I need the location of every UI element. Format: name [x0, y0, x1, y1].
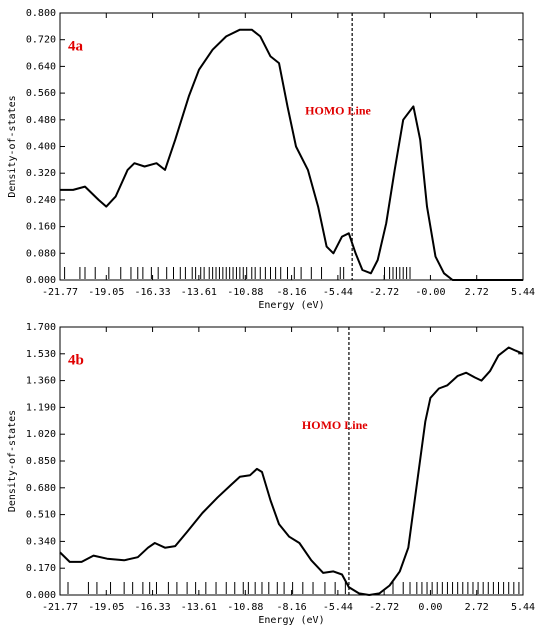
y-tick-label: 0.680	[26, 483, 56, 494]
x-axis-label: Energy (eV)	[258, 615, 324, 626]
y-tick-label: 0.080	[26, 248, 56, 259]
x-tick-label: -13.61	[181, 287, 217, 298]
y-tick-label: 0.320	[26, 168, 56, 179]
x-tick-label: -21.77	[42, 602, 78, 613]
dos-line	[60, 28, 523, 281]
x-tick-label: -5.44	[323, 602, 353, 613]
x-axis-label: Energy (eV)	[258, 300, 324, 311]
y-tick-label: 0.720	[26, 35, 56, 46]
x-tick-label: -13.61	[181, 602, 217, 613]
y-tick-label: 0.560	[26, 88, 56, 99]
y-tick-label: 1.700	[26, 322, 56, 333]
y-tick-label: 1.360	[26, 376, 56, 387]
x-tick-label: -5.44	[323, 287, 353, 298]
panel-label: 4b	[68, 352, 84, 368]
y-tick-label: 1.190	[26, 402, 56, 413]
annotation: HOMO Line	[302, 418, 368, 432]
x-tick-label: -10.88	[227, 602, 263, 613]
x-tick-label: 2.72	[465, 287, 489, 298]
plot-frame	[59, 326, 524, 596]
x-tick-label: -8.16	[277, 287, 307, 298]
x-tick-label: -16.33	[135, 602, 171, 613]
y-tick-label: 0.170	[26, 563, 56, 574]
y-axis-label: Density-of-states	[7, 410, 18, 512]
y-tick-label: 0.000	[26, 275, 56, 286]
x-tick-label: -21.77	[42, 287, 78, 298]
x-tick-label: 5.44	[511, 287, 535, 298]
x-tick-label: -8.16	[277, 602, 307, 613]
x-tick-label: -0.00	[415, 287, 445, 298]
x-tick-label: -2.72	[369, 287, 399, 298]
x-tick-label: 5.44	[511, 602, 535, 613]
x-tick-label: 2.72	[465, 602, 489, 613]
plot-frame	[59, 12, 524, 281]
x-tick-label: -2.72	[369, 602, 399, 613]
x-tick-label: -19.05	[88, 602, 124, 613]
y-tick-label: 0.000	[26, 590, 56, 601]
annotation: HOMO Line	[305, 104, 371, 118]
y-tick-label: 0.340	[26, 536, 56, 547]
x-tick-label: -19.05	[88, 287, 124, 298]
y-tick-label: 1.020	[26, 429, 56, 440]
y-tick-label: 0.240	[26, 195, 56, 206]
y-tick-label: 0.850	[26, 456, 56, 467]
x-tick-label: 0.00	[418, 602, 442, 613]
y-tick-label: 0.480	[26, 115, 56, 126]
x-tick-label: -16.33	[135, 287, 171, 298]
y-axis-label: Density-of-states	[7, 95, 18, 197]
dos-line	[59, 346, 524, 596]
y-tick-label: 0.160	[26, 222, 56, 233]
y-tick-label: 0.510	[26, 510, 56, 521]
x-tick-label: -10.88	[227, 287, 263, 298]
y-tick-label: 0.640	[26, 61, 56, 72]
y-tick-label: 1.530	[26, 349, 56, 360]
y-tick-label: 0.800	[26, 8, 56, 19]
panel-label: 4a	[68, 38, 84, 54]
y-tick-label: 0.400	[26, 142, 56, 153]
